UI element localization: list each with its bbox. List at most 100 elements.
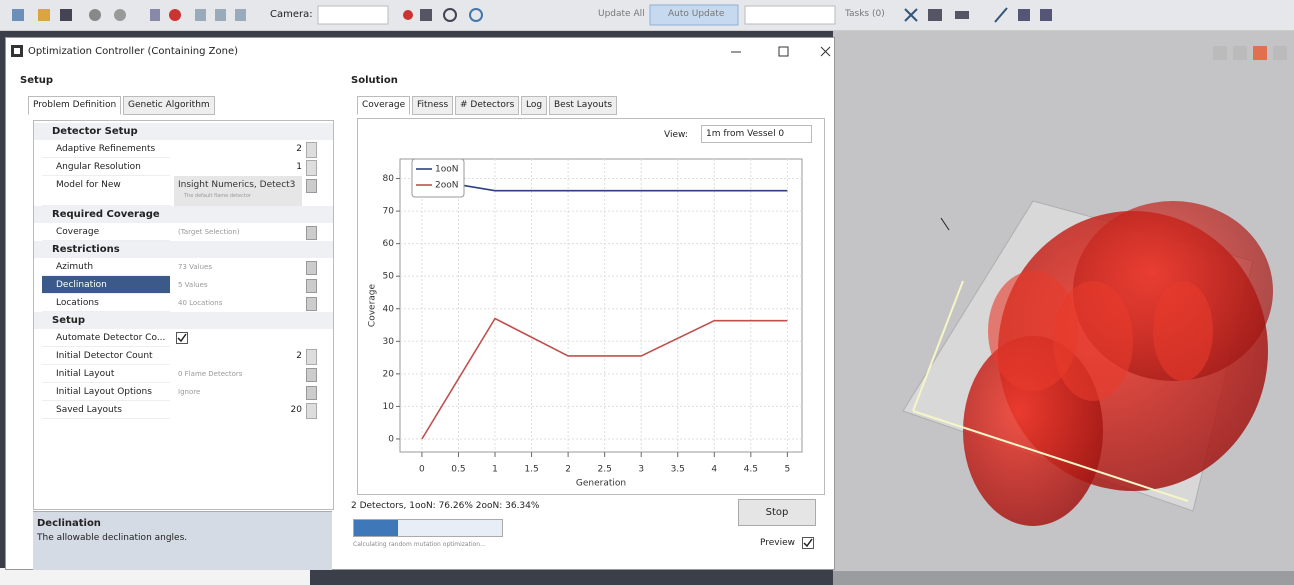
property-label: Coverage	[42, 223, 170, 241]
property-label: Angular Resolution	[42, 158, 170, 176]
property-spinner[interactable]: 1	[174, 158, 302, 176]
property-spinner[interactable]: 2	[174, 140, 302, 158]
setup-heading: Setup	[20, 75, 53, 86]
y-tick-label: 10	[383, 402, 395, 412]
x-axis-label: Generation	[576, 479, 626, 489]
preview-label: Preview	[760, 538, 795, 548]
view-label: View:	[664, 130, 688, 140]
property-checkbox[interactable]	[176, 332, 188, 344]
x-tick-label: 3.5	[671, 465, 685, 475]
screen: Camera: Update All Auto Update Tasks (0)…	[0, 0, 1294, 585]
tab[interactable]: Log	[521, 96, 547, 115]
progress-text: Calculating random mutation optimization…	[353, 541, 486, 548]
dropdown-button[interactable]	[306, 179, 317, 193]
property-label: Automate Detector Co...	[42, 329, 170, 347]
description-text: The allowable declination angles.	[37, 533, 187, 543]
tab[interactable]: # Detectors	[455, 96, 519, 115]
status-text: 2 Detectors, 1ooN: 76.26% 2ooN: 36.34%	[351, 501, 539, 511]
y-tick-label: 50	[383, 272, 395, 282]
toolbar-icons	[0, 0, 1294, 30]
x-tick-label: 4.5	[744, 465, 758, 475]
viewport-3d	[833, 31, 1294, 585]
x-tick-label: 2.5	[597, 465, 611, 475]
window-title: Optimization Controller (Containing Zone…	[28, 46, 238, 57]
property-spinner[interactable]: 2	[174, 347, 302, 365]
property-label: Saved Layouts	[42, 401, 170, 419]
dropdown-button[interactable]	[306, 261, 317, 275]
progress-bar	[353, 519, 503, 537]
group-header: Required Coverage	[34, 206, 333, 223]
spinner-buttons[interactable]	[306, 403, 317, 419]
x-tick-label: 5	[785, 465, 791, 475]
plot-area	[400, 159, 802, 452]
dropdown-button[interactable]	[306, 226, 317, 240]
tab[interactable]: Fitness	[412, 96, 453, 115]
dialog: Optimization Controller (Containing Zone…	[5, 37, 835, 570]
dropdown-button[interactable]	[306, 368, 317, 382]
auto-update-button[interactable]: Auto Update	[668, 9, 724, 19]
x-tick-label: 2	[565, 465, 571, 475]
tab[interactable]: Problem Definition	[28, 96, 121, 115]
spinner-buttons[interactable]	[306, 349, 317, 365]
property-value[interactable]: (Target Selection)	[174, 223, 302, 241]
group-header: Detector Setup	[34, 123, 333, 140]
spinner-buttons[interactable]	[306, 160, 317, 176]
dropdown-button[interactable]	[306, 279, 317, 293]
property-value[interactable]: 40 Locations	[174, 294, 302, 312]
property-label: Locations	[42, 294, 170, 312]
description-title: Declination	[37, 518, 101, 529]
tab[interactable]: Genetic Algorithm	[123, 96, 215, 115]
property-value[interactable]: 73 Values	[174, 258, 302, 276]
tab[interactable]: Coverage	[357, 96, 410, 115]
y-tick-label: 70	[383, 207, 395, 217]
legend-label: 2ooN	[435, 181, 458, 191]
update-all-button[interactable]: Update All	[598, 9, 645, 19]
legend-label: 1ooN	[435, 165, 458, 175]
x-tick-label: 3	[638, 465, 644, 475]
property-value[interactable]: 0 Flame Detectors	[174, 365, 302, 383]
y-tick-label: 20	[383, 369, 395, 379]
property-value[interactable]: 5 Values	[174, 276, 302, 294]
window-controls[interactable]	[721, 42, 831, 62]
property-label: Adaptive Refinements	[42, 140, 170, 158]
y-axis-label: Coverage	[368, 283, 378, 327]
property-label: Model for New	[42, 176, 170, 206]
x-tick-label: 4	[711, 465, 717, 475]
property-label: Initial Layout Options	[42, 383, 170, 401]
x-tick-label: 1.5	[524, 465, 538, 475]
y-tick-label: 40	[383, 304, 395, 314]
description-panel: Declination The allowable declination an…	[33, 511, 332, 570]
preview-checkbox[interactable]	[802, 537, 814, 549]
y-tick-label: 0	[388, 434, 394, 444]
y-tick-label: 60	[383, 239, 395, 249]
tasks-button[interactable]: Tasks (0)	[845, 9, 885, 19]
window-icon	[11, 45, 23, 57]
y-tick-label: 80	[383, 174, 395, 184]
property-value[interactable]: Ignore	[174, 383, 302, 401]
property-spinner[interactable]: 20	[174, 401, 302, 419]
property-label: Initial Detector Count	[42, 347, 170, 365]
camera-label: Camera:	[270, 9, 313, 20]
chart: 0 10 20 30 40 50 60 70 80 0 0.5 1 1.5 2 2.5 3 3.5 4 4.5 5 Ge…	[358, 119, 824, 494]
property-value[interactable]: Insight Numerics, Detect3	[174, 176, 302, 206]
x-tick-label: 0.5	[451, 465, 465, 475]
view-dropdown[interactable]: 1m from Vessel 0	[701, 125, 812, 143]
dropdown-button[interactable]	[306, 386, 317, 400]
y-tick-label: 30	[383, 337, 395, 347]
toolbar: Camera: Update All Auto Update Tasks (0)	[0, 0, 1294, 31]
stop-button[interactable]: Stop	[738, 499, 816, 526]
x-tick-label: 1	[492, 465, 498, 475]
tab[interactable]: Best Layouts	[549, 96, 617, 115]
x-tick-label: 0	[419, 465, 425, 475]
property-label: Azimuth	[42, 258, 170, 276]
property-hint: The default flame detector	[184, 193, 251, 199]
property-label: Declination	[42, 276, 170, 294]
solution-heading: Solution	[351, 75, 398, 86]
group-header: Setup	[34, 312, 333, 329]
spinner-buttons[interactable]	[306, 142, 317, 158]
progress-fill	[354, 520, 398, 536]
property-label: Initial Layout	[42, 365, 170, 383]
dropdown-button[interactable]	[306, 297, 317, 311]
